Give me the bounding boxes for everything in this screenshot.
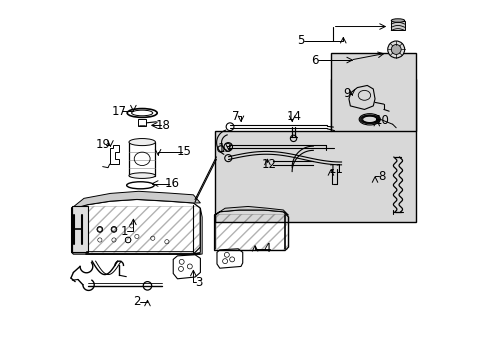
Text: 10: 10 <box>374 113 389 126</box>
Text: 12: 12 <box>261 158 276 171</box>
Bar <box>390 21 404 30</box>
Polygon shape <box>71 191 200 208</box>
Circle shape <box>387 41 404 58</box>
Text: 3: 3 <box>195 276 202 289</box>
Text: 6: 6 <box>311 54 318 67</box>
Polygon shape <box>193 208 202 254</box>
Bar <box>129 142 155 176</box>
Polygon shape <box>214 80 415 222</box>
Text: 9: 9 <box>343 87 350 100</box>
Ellipse shape <box>129 139 155 145</box>
Text: 5: 5 <box>297 34 304 47</box>
Text: 4: 4 <box>263 242 271 255</box>
Bar <box>330 53 415 131</box>
Bar <box>73 207 198 252</box>
Text: 15: 15 <box>177 145 192 158</box>
Text: 13: 13 <box>217 142 232 155</box>
Bar <box>138 119 146 126</box>
Text: 14: 14 <box>286 110 301 123</box>
Polygon shape <box>214 207 288 215</box>
Ellipse shape <box>129 173 155 179</box>
Text: 16: 16 <box>164 177 179 190</box>
Text: 17: 17 <box>112 105 126 118</box>
Ellipse shape <box>390 19 404 22</box>
Text: 8: 8 <box>378 170 385 183</box>
Text: 2: 2 <box>133 295 141 308</box>
Text: 18: 18 <box>156 119 170 132</box>
Circle shape <box>390 45 400 54</box>
Text: 11: 11 <box>328 163 343 176</box>
Bar <box>71 207 87 252</box>
Text: 19: 19 <box>96 138 111 151</box>
Bar <box>216 213 286 249</box>
Text: 7: 7 <box>231 110 239 123</box>
Text: 1: 1 <box>121 225 128 238</box>
